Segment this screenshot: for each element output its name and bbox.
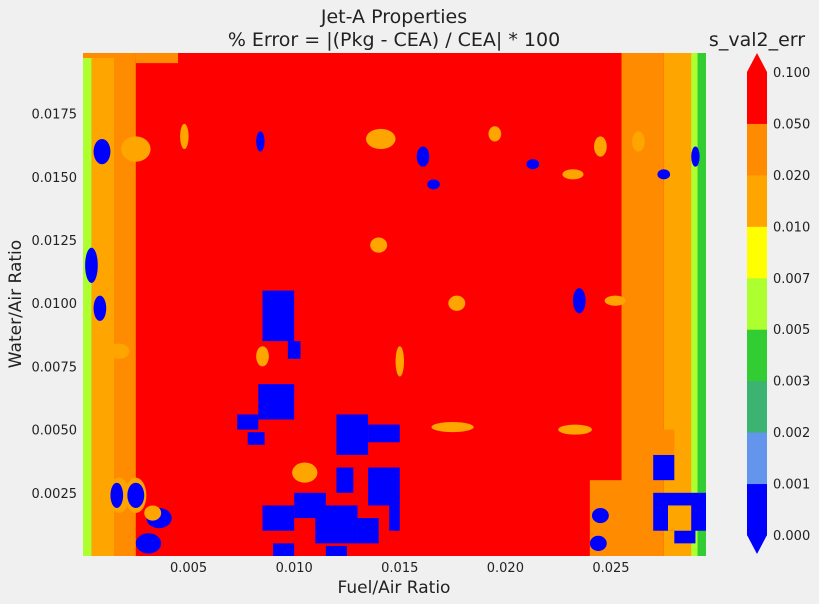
x-tick-label: 0.010: [276, 561, 313, 576]
contour-region-10: [262, 290, 295, 342]
contour-region-22: [357, 518, 379, 544]
colorbar-tick-label: 0.007: [773, 272, 810, 287]
contour-region-13: [237, 414, 259, 430]
contour-region-16: [368, 424, 400, 443]
contour-region-12: [258, 384, 295, 420]
x-axis-label: Fuel/Air Ratio: [338, 578, 451, 598]
chart-title: Jet-A Properties: [320, 6, 467, 28]
colorbar-tick-label: 0.001: [773, 478, 810, 493]
plot-area: [83, 53, 706, 556]
colorbar-tick-label: 0.002: [773, 426, 810, 441]
colorbar-band: [747, 226, 767, 279]
contour-region-37: [121, 136, 151, 162]
contour-region-65: [370, 237, 388, 253]
x-tick-label: 0.005: [170, 561, 207, 576]
colorbar-tick-label: 0.020: [773, 169, 810, 184]
contour-region-2: [83, 53, 92, 556]
contour-region-48: [591, 507, 609, 524]
contour-region-23: [273, 543, 295, 556]
contour-region-29: [653, 429, 675, 455]
contour-region-4: [135, 53, 179, 64]
colorbar: 0.000 0.001 0.002 0.003 0.005 0.007 0.010 0.020…: [747, 53, 810, 554]
contour-region-60: [365, 128, 396, 150]
contour-region-5: [621, 53, 664, 556]
x-tick-label: 0.025: [592, 561, 629, 576]
contour-region-32: [110, 482, 124, 508]
colorbar-tick-label: 0.005: [773, 323, 810, 338]
contour-region-41: [256, 131, 265, 152]
colorbar-band: [747, 432, 767, 485]
colorbar-band: [747, 329, 767, 382]
contour-region-61: [488, 126, 502, 142]
y-tick-label: 0.0100: [32, 297, 78, 312]
contour-region-49: [589, 535, 607, 551]
contour-region-27: [653, 454, 675, 481]
contour-region-64: [108, 343, 130, 359]
contour-region-8: [697, 53, 706, 556]
contour-region-44: [526, 159, 540, 170]
contour-region-55: [448, 295, 466, 311]
colorbar-tick-label: 0.003: [773, 375, 810, 390]
contour-region-39: [93, 295, 107, 321]
contour-region-52: [431, 422, 474, 433]
y-tick-label: 0.0050: [32, 424, 78, 439]
contour-region-62: [395, 346, 405, 377]
contour-region-1: [114, 53, 136, 556]
contour-region-53: [558, 424, 592, 435]
contour-region-51: [292, 462, 318, 483]
contour-region-30: [667, 505, 692, 531]
y-tick-label: 0.0175: [32, 108, 78, 123]
x-tick-label: 0.015: [381, 561, 418, 576]
contour-region-20: [315, 505, 358, 544]
colorbar-tick-label: 0.000: [773, 529, 810, 544]
contour-region-3: [83, 53, 136, 59]
contour-region-17: [336, 467, 354, 493]
colorbar-extend-min: [747, 535, 767, 554]
contour-region-11: [287, 341, 301, 359]
colorbar-band: [747, 483, 767, 536]
y-tick-label: 0.0025: [32, 487, 78, 502]
contour-region-63: [256, 346, 269, 367]
x-tick-label: 0.020: [487, 561, 524, 576]
y-tick-label: 0.0075: [32, 360, 78, 375]
contour-region-54: [604, 295, 626, 306]
colorbar-tick-label: 0.050: [773, 117, 810, 132]
colorbar-band: [747, 72, 767, 124]
contour-region-34: [127, 482, 145, 508]
y-tick-label: 0.0150: [32, 171, 78, 186]
contour-region-38: [93, 138, 111, 165]
contour-region-14: [247, 432, 265, 445]
contour-region-47: [691, 146, 700, 167]
contour-region-24: [325, 545, 347, 556]
contour-region-45: [657, 169, 671, 180]
contour-region-50: [144, 505, 162, 521]
contour-region-59: [180, 123, 189, 150]
contour-region-15: [336, 414, 369, 455]
chart-subtitle: % Error = |(Pkg - CEA) / CEA| * 100: [228, 29, 560, 51]
contour-region-43: [427, 179, 440, 190]
contour-region-56: [562, 169, 584, 180]
contour-region-57: [594, 136, 607, 157]
colorbar-extend-max: [747, 53, 767, 72]
colorbar-band: [747, 277, 767, 330]
colorbar-band: [747, 123, 767, 176]
contour-region-40: [85, 247, 98, 284]
colorbar-tick-label: 0.010: [773, 220, 810, 235]
colorbar-band: [747, 380, 767, 433]
contour-region-42: [416, 146, 430, 167]
y-tick-label: 0.0125: [32, 234, 78, 249]
contour-region-36: [135, 533, 162, 554]
contour-region-18: [368, 467, 400, 506]
colorbar-tick-label: 0.100: [773, 66, 810, 81]
contour-region-58: [632, 131, 645, 152]
contour-region-46: [572, 288, 586, 314]
y-axis-label: Water/Air Ratio: [6, 240, 26, 368]
colorbar-title: s_val2_err: [709, 29, 805, 51]
contour-region-21: [262, 505, 295, 531]
contour-region-25: [389, 505, 400, 531]
colorbar-band: [747, 174, 767, 227]
